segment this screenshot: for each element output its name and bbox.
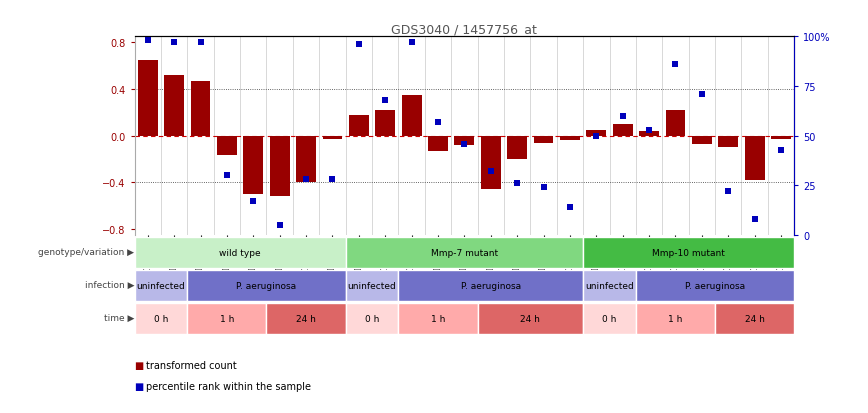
Point — [378, 97, 392, 104]
Bar — [402, 95, 422, 136]
Point — [352, 42, 365, 48]
Point — [695, 91, 709, 98]
Bar — [191, 81, 210, 136]
Bar — [187, 303, 266, 335]
Point — [247, 198, 260, 205]
Point — [642, 127, 656, 134]
Bar — [771, 136, 791, 140]
Point — [721, 188, 735, 195]
Text: Mmp-10 mutant: Mmp-10 mutant — [652, 248, 725, 257]
Bar — [345, 237, 583, 268]
Bar — [345, 303, 398, 335]
Point — [774, 147, 788, 154]
Text: 0 h: 0 h — [602, 314, 616, 323]
Text: infection ▶: infection ▶ — [85, 280, 135, 290]
Bar — [375, 111, 395, 136]
Text: 24 h: 24 h — [296, 314, 316, 323]
Bar — [243, 136, 263, 195]
Bar — [296, 136, 316, 183]
Point — [431, 119, 445, 126]
Text: ■: ■ — [135, 361, 147, 370]
Bar — [138, 60, 158, 136]
Bar — [217, 136, 237, 156]
Text: percentile rank within the sample: percentile rank within the sample — [146, 381, 311, 391]
Point — [483, 169, 497, 175]
Text: 1 h: 1 h — [668, 314, 682, 323]
Point — [615, 113, 629, 120]
Text: Mmp-7 mutant: Mmp-7 mutant — [431, 248, 498, 257]
Text: wild type: wild type — [220, 248, 261, 257]
Point — [563, 204, 577, 211]
Bar — [481, 136, 501, 190]
Bar — [583, 237, 794, 268]
Text: 0 h: 0 h — [154, 314, 168, 323]
Bar — [135, 237, 345, 268]
Bar — [270, 136, 290, 197]
Bar — [477, 303, 583, 335]
Bar — [560, 136, 580, 141]
Text: time ▶: time ▶ — [104, 313, 135, 323]
Point — [326, 177, 339, 183]
Bar — [187, 270, 345, 301]
Text: uninfected: uninfected — [348, 281, 397, 290]
Bar — [135, 303, 187, 335]
Point — [299, 177, 313, 183]
Text: 24 h: 24 h — [745, 314, 765, 323]
Bar — [266, 303, 345, 335]
Bar — [583, 303, 636, 335]
Bar — [692, 136, 712, 145]
Bar — [135, 270, 187, 301]
Point — [457, 141, 471, 147]
Point — [404, 40, 418, 46]
Point — [589, 133, 603, 140]
Bar — [587, 131, 606, 136]
Text: 0 h: 0 h — [365, 314, 379, 323]
Bar — [398, 303, 477, 335]
Text: P. aeruginosa: P. aeruginosa — [685, 281, 745, 290]
Bar — [666, 111, 686, 136]
Text: transformed count: transformed count — [146, 361, 237, 370]
Title: GDS3040 / 1457756_at: GDS3040 / 1457756_at — [391, 23, 537, 36]
Text: ■: ■ — [135, 381, 147, 391]
Point — [220, 173, 233, 179]
Bar — [349, 115, 369, 136]
Bar — [636, 303, 715, 335]
Point — [510, 180, 524, 187]
Bar — [428, 136, 448, 152]
Bar — [323, 136, 342, 140]
Bar — [636, 270, 794, 301]
Bar — [534, 136, 554, 143]
Bar — [715, 303, 794, 335]
Point — [668, 62, 682, 68]
Point — [141, 38, 155, 45]
Point — [194, 40, 207, 46]
Bar — [507, 136, 527, 159]
Bar — [613, 125, 633, 136]
Point — [273, 222, 286, 229]
Bar — [164, 76, 184, 136]
Bar — [719, 136, 738, 148]
Text: uninfected: uninfected — [136, 281, 185, 290]
Text: P. aeruginosa: P. aeruginosa — [461, 281, 521, 290]
Bar — [398, 270, 583, 301]
Text: genotype/variation ▶: genotype/variation ▶ — [38, 247, 135, 256]
Point — [747, 216, 761, 223]
Text: uninfected: uninfected — [585, 281, 634, 290]
Bar — [455, 136, 474, 146]
Text: 24 h: 24 h — [521, 314, 540, 323]
Point — [168, 40, 181, 46]
Bar — [583, 270, 636, 301]
Text: P. aeruginosa: P. aeruginosa — [236, 281, 297, 290]
Point — [536, 185, 550, 191]
Bar — [345, 270, 398, 301]
Bar — [639, 132, 659, 136]
Text: 1 h: 1 h — [220, 314, 234, 323]
Bar — [745, 136, 765, 180]
Text: 1 h: 1 h — [431, 314, 445, 323]
